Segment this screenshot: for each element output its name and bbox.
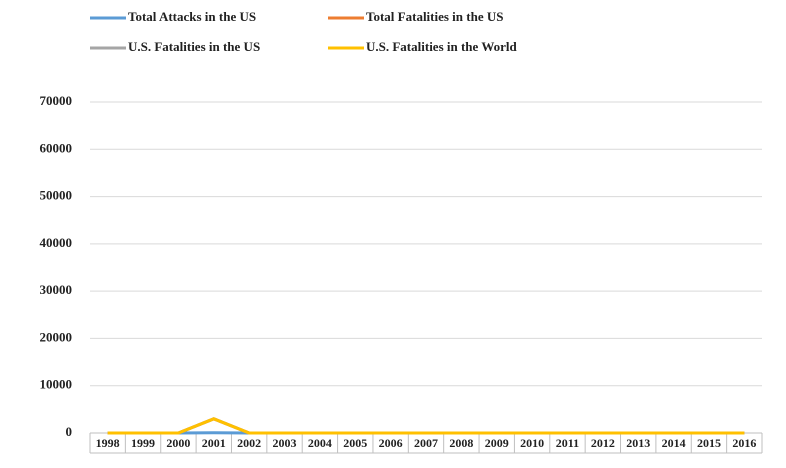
x-tick-label: 2006	[379, 436, 403, 450]
legend-label: Total Attacks in the US	[128, 9, 256, 24]
x-tick-label: 2013	[626, 436, 650, 450]
y-tick-label: 0	[66, 424, 73, 439]
x-tick-label: 2014	[662, 436, 686, 450]
y-tick-label: 20000	[40, 329, 73, 344]
legend-label: U.S. Fatalities in the US	[128, 39, 260, 54]
x-tick-label: 2000	[166, 436, 190, 450]
y-tick-label: 40000	[40, 235, 73, 250]
line-series	[107, 417, 745, 435]
x-tick-label: 1999	[131, 436, 155, 450]
x-tick-label: 2008	[449, 436, 473, 450]
line-series	[107, 417, 745, 435]
x-tick-label: 2002	[237, 436, 261, 450]
x-tick-label: 2015	[697, 436, 721, 450]
x-tick-label: 2011	[556, 436, 579, 450]
x-tick-label: 2005	[343, 436, 367, 450]
x-tick-label: 1998	[96, 436, 120, 450]
x-tick-label: 2009	[485, 436, 509, 450]
y-tick-label: 60000	[40, 140, 73, 155]
x-tick-label: 2001	[202, 436, 226, 450]
y-tick-label: 30000	[40, 282, 73, 297]
legend-label: Total Fatalities in the US	[366, 9, 503, 24]
x-tick-label: 2003	[273, 436, 297, 450]
x-tick-label: 2010	[520, 436, 544, 450]
y-tick-label: 50000	[40, 188, 73, 203]
y-tick-label: 70000	[40, 93, 73, 108]
legend-label: U.S. Fatalities in the World	[366, 39, 517, 54]
x-tick-label: 2007	[414, 436, 438, 450]
line-series	[107, 417, 745, 435]
x-tick-label: 2004	[308, 436, 332, 450]
x-tick-label: 2016	[732, 436, 756, 450]
y-tick-label: 10000	[40, 377, 73, 392]
x-tick-label: 2012	[591, 436, 615, 450]
